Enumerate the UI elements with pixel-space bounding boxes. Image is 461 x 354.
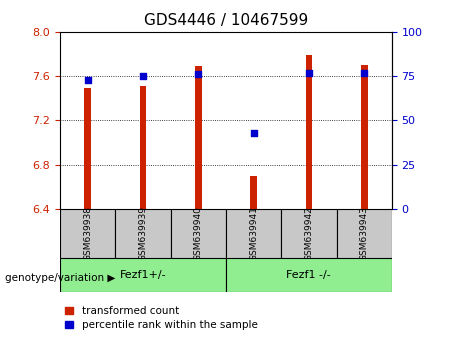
Text: Fezf1+/-: Fezf1+/- xyxy=(119,270,166,280)
Text: GSM639941: GSM639941 xyxy=(249,206,258,261)
Bar xyxy=(226,258,392,292)
Bar xyxy=(337,209,392,258)
Point xyxy=(250,130,257,136)
Point xyxy=(84,77,91,82)
Text: Fezf1 -/-: Fezf1 -/- xyxy=(286,270,331,280)
Text: GSM639940: GSM639940 xyxy=(194,206,203,261)
Bar xyxy=(171,209,226,258)
Bar xyxy=(281,209,337,258)
Bar xyxy=(250,176,257,209)
Text: GSM639943: GSM639943 xyxy=(360,206,369,261)
Bar xyxy=(226,209,281,258)
Text: GSM639939: GSM639939 xyxy=(138,206,148,261)
Text: GSM639938: GSM639938 xyxy=(83,206,92,261)
Bar xyxy=(60,258,226,292)
Bar xyxy=(195,66,201,209)
Text: genotype/variation ▶: genotype/variation ▶ xyxy=(5,273,115,283)
Point xyxy=(139,73,147,79)
Text: GSM639942: GSM639942 xyxy=(304,206,313,261)
Point xyxy=(305,70,313,75)
Legend: transformed count, percentile rank within the sample: transformed count, percentile rank withi… xyxy=(65,306,258,330)
Point xyxy=(361,70,368,75)
Bar xyxy=(84,88,91,209)
Bar xyxy=(115,209,171,258)
Point xyxy=(195,72,202,77)
Bar xyxy=(361,65,367,209)
Bar xyxy=(60,209,115,258)
Bar xyxy=(306,55,312,209)
Title: GDS4446 / 10467599: GDS4446 / 10467599 xyxy=(144,13,308,28)
Bar xyxy=(140,86,146,209)
